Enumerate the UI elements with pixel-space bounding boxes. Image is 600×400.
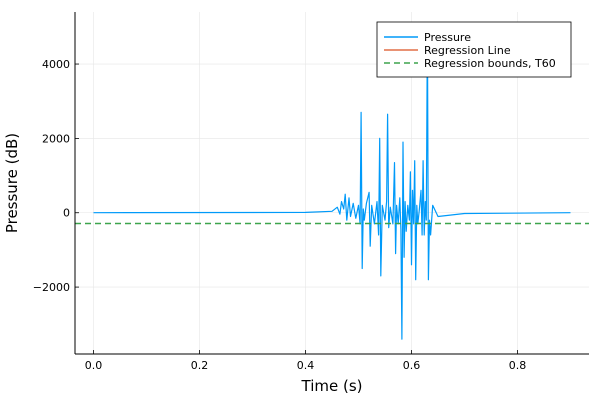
x-tick-label: 0.8 — [509, 359, 527, 372]
legend-label-regression-line: Regression Line — [424, 44, 511, 57]
x-tick-label: 0.6 — [403, 359, 421, 372]
x-tick-label: 0.4 — [297, 359, 315, 372]
legend: Pressure Regression Line Regression boun… — [376, 21, 572, 78]
y-tick-label: 4000 — [42, 58, 70, 71]
x-axis-label: Time (s) — [301, 377, 363, 395]
x-tick-label: 0.0 — [85, 359, 103, 372]
y-tick-label: 2000 — [42, 132, 70, 145]
axes — [74, 12, 589, 355]
legend-label-regression-bounds: Regression bounds, T60 — [424, 57, 556, 70]
y-axis-label: Pressure (dB) — [3, 133, 21, 233]
ticks: 0.0 0.2 0.4 0.6 0.8 −2000 0 2000 4000 — [33, 58, 526, 372]
y-tick-label: 0 — [63, 207, 70, 220]
y-tick-label: −2000 — [33, 281, 70, 294]
series-layer — [75, 22, 589, 340]
legend-label-pressure: Pressure — [424, 31, 471, 44]
x-tick-label: 0.2 — [191, 359, 209, 372]
series-line-0 — [93, 22, 571, 340]
